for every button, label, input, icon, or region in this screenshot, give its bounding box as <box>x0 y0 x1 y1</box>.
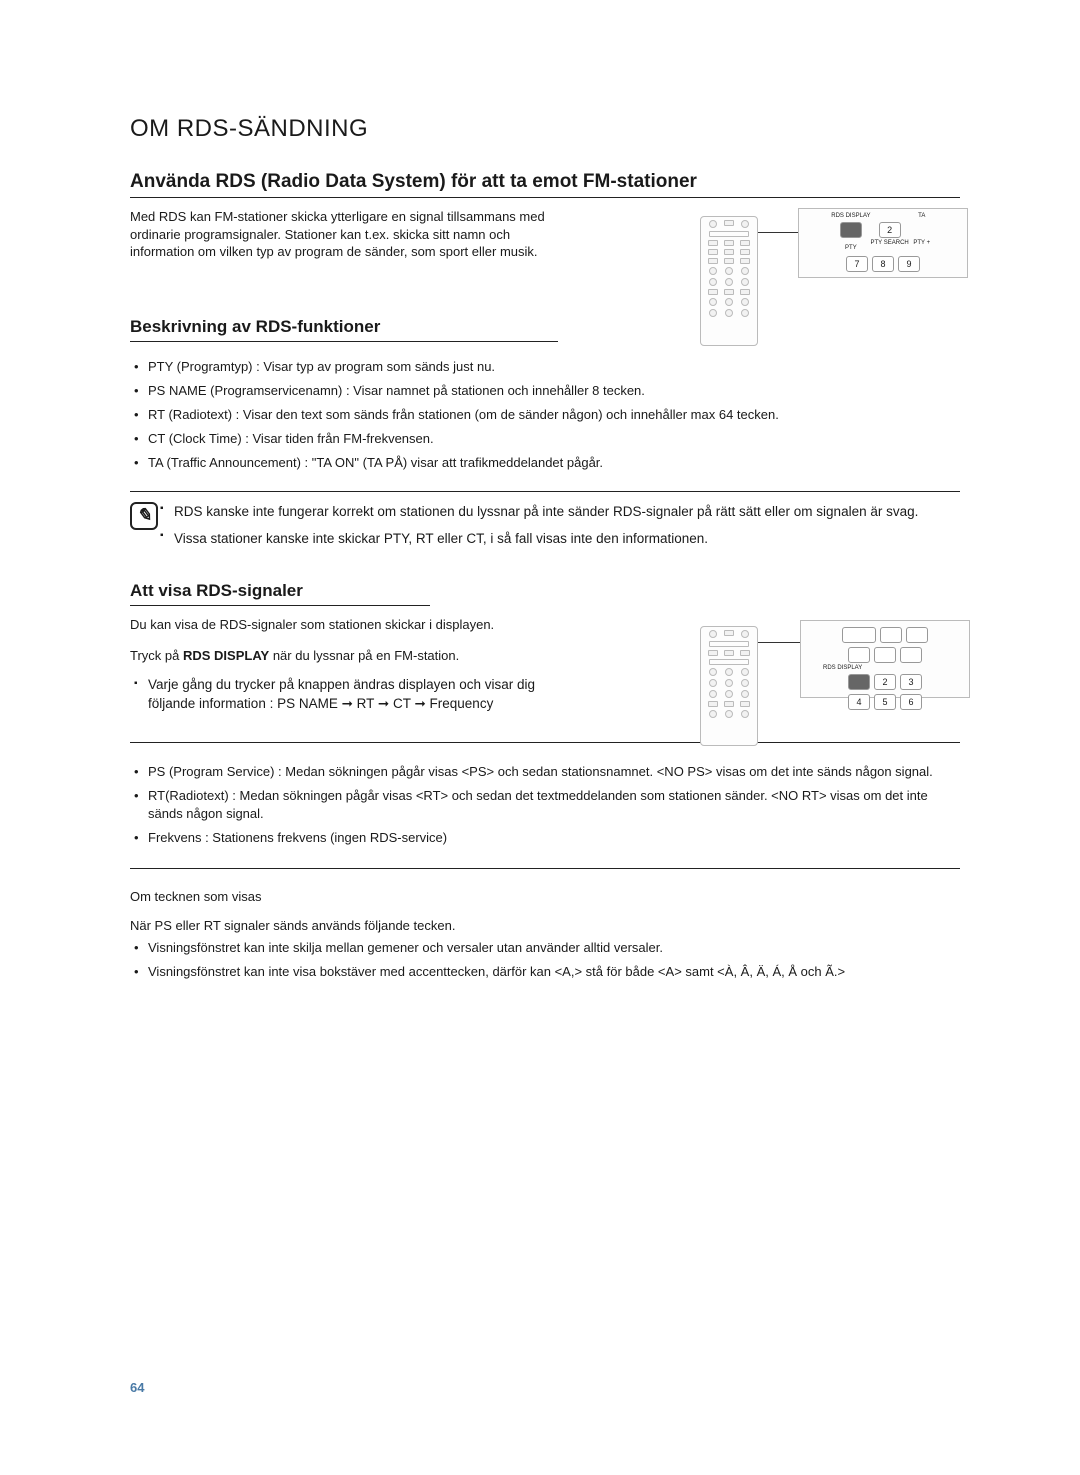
page-number: 64 <box>130 1380 144 1395</box>
rds-display-key <box>840 222 862 238</box>
section-heading-show-signals: Att visa RDS-signaler <box>130 581 430 606</box>
page: OM RDS-SÄNDNING Använda RDS (Radio Data … <box>0 0 1080 1475</box>
show-signals-intro: Du kan visa de RDS-signaler som statione… <box>130 616 548 634</box>
main-heading: OM RDS-SÄNDNING <box>130 115 960 143</box>
cycle-item: Varje gång du trycker på knappen ändras … <box>148 675 548 714</box>
divider <box>130 868 960 869</box>
leader-line <box>758 232 798 233</box>
key-9: 9 <box>898 256 920 272</box>
keypad-panel-1: RDS DISPLAY PTY 2 PTY SEARCH TA . <box>798 208 968 278</box>
pty-label: PTY <box>831 245 870 252</box>
figure-2: RDS DISPLAY 2 3 4 5 6 <box>700 626 960 766</box>
intro-paragraph: Med RDS kan FM-stationer skicka ytterlig… <box>130 208 558 261</box>
chars-intro: När PS eller RT signaler sänds används f… <box>130 918 960 933</box>
rt-item: RT(Radiotext) : Medan sökningen pågår vi… <box>148 787 960 823</box>
intro-row: Med RDS kan FM-stationer skicka ytterlig… <box>130 208 960 352</box>
ta-label: TA <box>909 213 935 220</box>
chars-list: Visningsfönstret kan inte skilja mellan … <box>130 939 960 981</box>
figure-1: RDS DISPLAY PTY 2 PTY SEARCH TA . <box>700 208 960 358</box>
show-signals-instruction: Tryck på RDS DISPLAY när du lyssnar på e… <box>130 647 548 665</box>
note-item: Vissa stationer kanske inte skickar PTY,… <box>174 529 960 549</box>
key-7: 7 <box>846 256 868 272</box>
desc-item: RT (Radiotext) : Visar den text som sänd… <box>148 406 960 424</box>
leader-line-2 <box>758 642 800 643</box>
key-5: 5 <box>874 694 896 710</box>
note-list: RDS kanske inte fungerar korrekt om stat… <box>130 502 960 549</box>
desc-item: CT (Clock Time) : Visar tiden från FM-fr… <box>148 430 960 448</box>
key-4: 4 <box>848 694 870 710</box>
key-2b: 2 <box>874 674 896 690</box>
figure-2-slot: RDS DISPLAY 2 3 4 5 6 <box>560 616 960 722</box>
section-heading-rds-use: Använda RDS (Radio Data System) för att … <box>130 171 960 198</box>
remote-illustration-2 <box>700 626 758 746</box>
freq-item: Frekvens : Stationens frekvens (ingen RD… <box>148 829 960 847</box>
rds-display-key-2 <box>848 674 870 690</box>
chars-item: Visningsfönstret kan inte visa bokstäver… <box>148 963 960 981</box>
pty-plus-label: PTY + <box>909 240 935 247</box>
rds-display-label: RDS DISPLAY <box>831 213 870 220</box>
note-icon: ✎ <box>130 502 158 530</box>
desc-item: PTY (Programtyp) : Visar typ av program … <box>148 358 960 376</box>
chars-heading: Om tecknen som visas <box>130 889 960 904</box>
key-6: 6 <box>900 694 922 710</box>
chars-item: Visningsfönstret kan inte skilja mellan … <box>148 939 960 957</box>
ps-rt-list: PS (Program Service) : Medan sökningen p… <box>130 763 960 848</box>
key-3: 3 <box>900 674 922 690</box>
rds-display-label-2: RDS DISPLAY <box>823 665 965 672</box>
ps-item: PS (Program Service) : Medan sökningen p… <box>148 763 960 781</box>
cycle-list: Varje gång du trycker på knappen ändras … <box>130 675 548 714</box>
note-box: ✎ RDS kanske inte fungerar korrekt om st… <box>130 491 960 549</box>
figure-1-slot: RDS DISPLAY PTY 2 PTY SEARCH TA . <box>570 208 960 352</box>
remote-illustration <box>700 216 758 346</box>
note-item: RDS kanske inte fungerar korrekt om stat… <box>174 502 960 522</box>
description-list: PTY (Programtyp) : Visar typ av program … <box>130 358 960 473</box>
desc-item: TA (Traffic Announcement) : "TA ON" (TA … <box>148 454 960 472</box>
key-2: 2 <box>879 222 901 238</box>
keypad-panel-2: RDS DISPLAY 2 3 4 5 6 <box>800 620 970 698</box>
key-8: 8 <box>872 256 894 272</box>
desc-item: PS NAME (Programservicenamn) : Visar nam… <box>148 382 960 400</box>
show-signals-row: Du kan visa de RDS-signaler som statione… <box>130 616 960 722</box>
section-heading-description: Beskrivning av RDS-funktioner <box>130 317 558 342</box>
pty-search-label: PTY SEARCH <box>871 240 909 247</box>
